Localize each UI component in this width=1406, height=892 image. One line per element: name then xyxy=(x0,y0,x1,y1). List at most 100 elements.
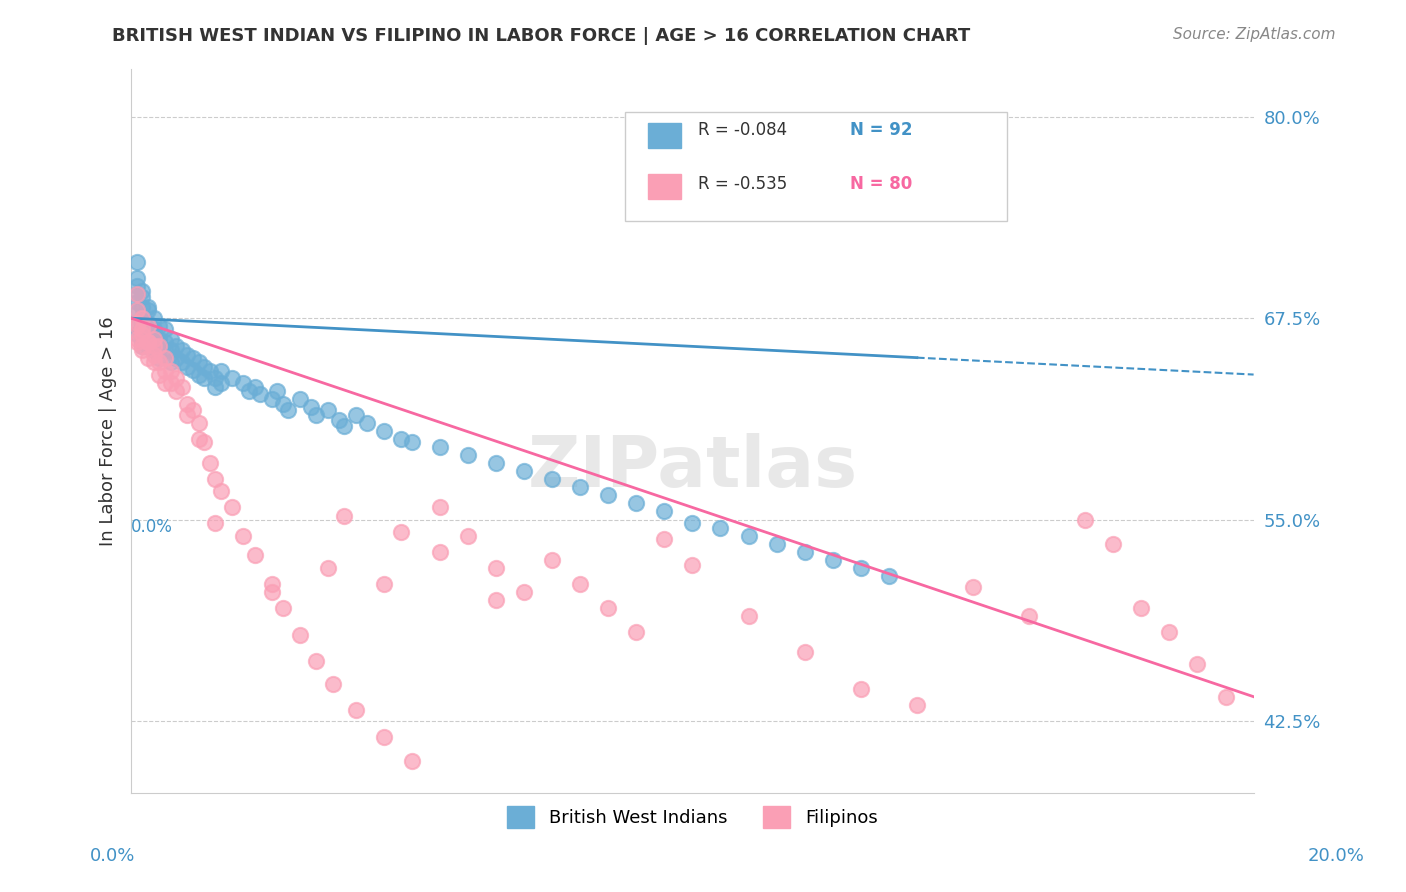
Point xyxy=(204,371,226,385)
Point xyxy=(232,376,254,390)
Point xyxy=(569,577,592,591)
Point xyxy=(654,504,676,518)
Point xyxy=(243,380,266,394)
Point xyxy=(373,577,395,591)
Text: Source: ZipAtlas.com: Source: ZipAtlas.com xyxy=(1173,27,1336,42)
Point xyxy=(125,255,148,269)
Point xyxy=(299,400,322,414)
Point xyxy=(125,303,148,318)
Point xyxy=(849,681,872,696)
Point xyxy=(131,327,153,342)
Point xyxy=(737,528,759,542)
Text: R = -0.084: R = -0.084 xyxy=(697,121,787,139)
Legend: British West Indians, Filipinos: British West Indians, Filipinos xyxy=(501,798,884,835)
Point xyxy=(221,500,243,514)
Point xyxy=(176,408,198,422)
Point xyxy=(136,300,159,314)
Point xyxy=(125,279,148,293)
Point xyxy=(142,348,165,362)
Point xyxy=(187,432,209,446)
Point xyxy=(821,553,844,567)
Point xyxy=(181,403,204,417)
Point xyxy=(260,585,283,599)
Point xyxy=(457,448,479,462)
Text: ZIPatlas: ZIPatlas xyxy=(527,433,858,501)
Point xyxy=(193,371,215,385)
Point xyxy=(142,322,165,336)
FancyBboxPatch shape xyxy=(648,174,681,199)
Point xyxy=(131,338,153,352)
Point xyxy=(131,300,153,314)
Point xyxy=(159,343,181,358)
Point xyxy=(260,392,283,406)
Text: N = 92: N = 92 xyxy=(849,121,912,139)
Point xyxy=(305,654,328,668)
Point xyxy=(131,290,153,304)
Point xyxy=(148,332,170,346)
Point xyxy=(136,332,159,346)
Point xyxy=(159,364,181,378)
Point xyxy=(1130,601,1153,615)
Point xyxy=(401,435,423,450)
Point xyxy=(125,335,148,350)
Point xyxy=(131,322,153,336)
Point xyxy=(344,703,367,717)
Point xyxy=(142,311,165,326)
Point xyxy=(877,569,900,583)
Point xyxy=(170,354,193,368)
Point xyxy=(142,354,165,368)
Point xyxy=(260,577,283,591)
Point xyxy=(204,516,226,530)
Point xyxy=(389,432,412,446)
Point xyxy=(153,322,176,336)
Point xyxy=(681,558,703,572)
Point xyxy=(209,483,232,498)
Point xyxy=(148,338,170,352)
Point xyxy=(232,528,254,542)
Point xyxy=(221,371,243,385)
Point xyxy=(125,316,148,330)
Point xyxy=(125,303,148,318)
Point xyxy=(333,419,356,434)
Point xyxy=(1102,537,1125,551)
Point xyxy=(159,332,181,346)
Point xyxy=(131,316,153,330)
Point xyxy=(148,338,170,352)
Point xyxy=(148,319,170,334)
Point xyxy=(153,376,176,390)
Point xyxy=(125,332,148,346)
Point xyxy=(125,287,148,301)
Point xyxy=(765,537,787,551)
Point xyxy=(136,319,159,334)
Point xyxy=(125,319,148,334)
FancyBboxPatch shape xyxy=(626,112,1007,220)
Point xyxy=(142,343,165,358)
Point xyxy=(131,338,153,352)
Text: 0.0%: 0.0% xyxy=(90,847,135,865)
Point xyxy=(905,698,928,712)
Point xyxy=(165,351,187,366)
Point xyxy=(193,435,215,450)
Point xyxy=(793,644,815,658)
Point xyxy=(136,338,159,352)
Point xyxy=(513,585,536,599)
Point xyxy=(170,343,193,358)
Point xyxy=(125,319,148,334)
Point xyxy=(1187,657,1209,672)
Point xyxy=(849,561,872,575)
Point xyxy=(153,364,176,378)
Point xyxy=(153,351,176,366)
Point xyxy=(249,387,271,401)
Point xyxy=(209,364,232,378)
Point xyxy=(277,403,299,417)
Point xyxy=(737,609,759,624)
Point xyxy=(1074,512,1097,526)
Point xyxy=(328,412,350,426)
Point xyxy=(429,440,451,454)
Point xyxy=(401,754,423,768)
Point xyxy=(626,496,648,510)
Point xyxy=(793,545,815,559)
Point xyxy=(598,601,620,615)
Point xyxy=(305,408,328,422)
Point xyxy=(485,456,508,470)
